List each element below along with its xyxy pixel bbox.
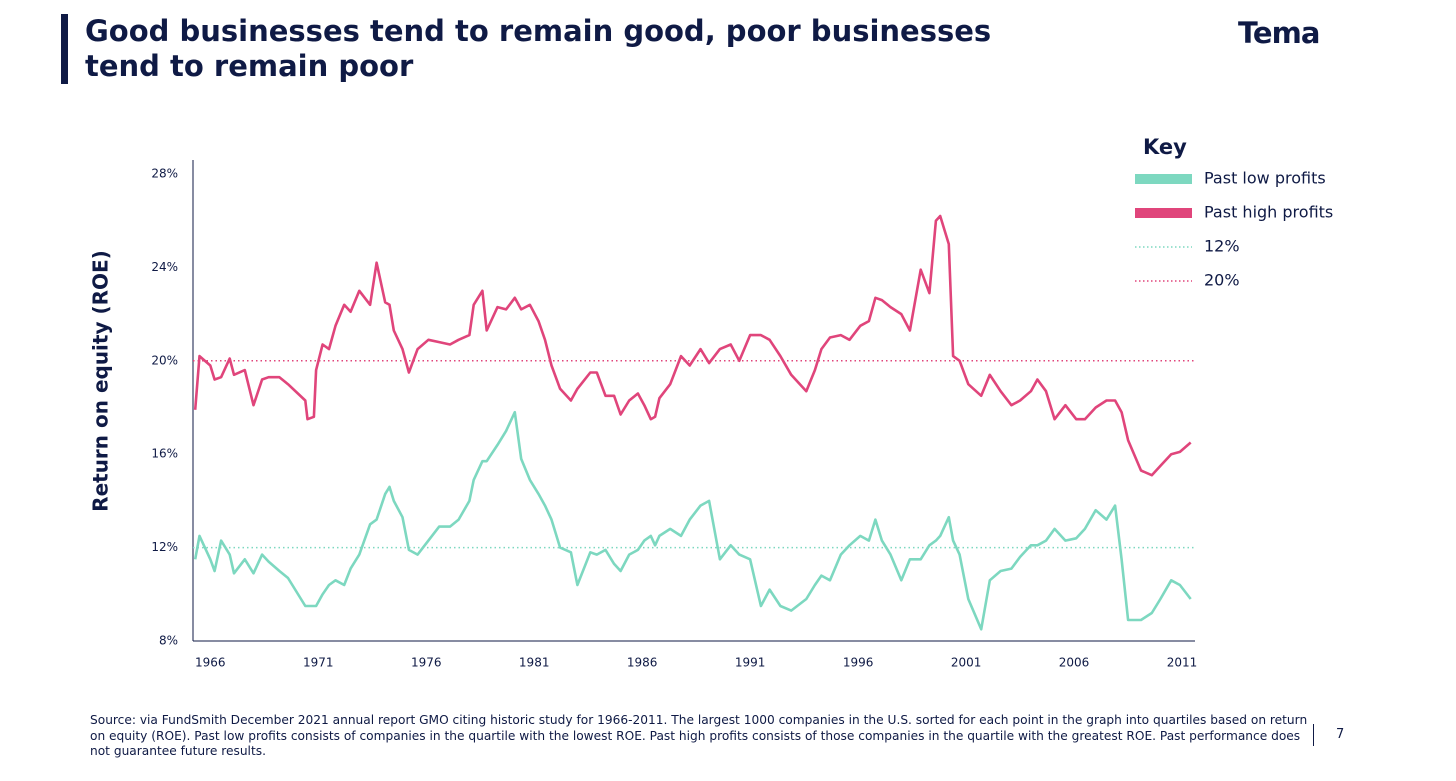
legend-label: Past low profits — [1204, 169, 1326, 188]
source-note: Source: via FundSmith December 2021 annu… — [90, 713, 1308, 758]
y-tick-label: 24% — [151, 260, 178, 274]
slide-title: Good businesses tend to remain good, poo… — [85, 14, 992, 83]
y-axis-label: Return on equity (ROE) — [89, 250, 113, 512]
chart: Return on equity (ROE) Key 8% 12% 16% 20% 24… — [89, 135, 1334, 670]
x-tick-label: 1971 — [303, 656, 334, 670]
title-accent — [61, 14, 68, 84]
x-tick-label: 1976 — [411, 656, 442, 670]
y-tick-label: 16% — [151, 447, 178, 461]
x-tick-label: 2006 — [1059, 656, 1090, 670]
legend-label: Past high profits — [1204, 203, 1333, 222]
x-tick-label: 1996 — [843, 656, 874, 670]
x-tick-label: 1981 — [519, 656, 550, 670]
legend-swatch — [1135, 174, 1192, 184]
line-series — [193, 214, 1192, 477]
separator — [1313, 724, 1314, 746]
x-tick-label: 2011 — [1167, 656, 1198, 670]
x-tick-label: 1991 — [735, 656, 766, 670]
legend-label: 20% — [1204, 271, 1240, 290]
legend-swatch — [1135, 208, 1192, 218]
y-tick-label: 20% — [151, 353, 178, 367]
legend-label: 12% — [1204, 237, 1240, 256]
y-tick-label: 12% — [151, 540, 178, 554]
line-series — [193, 410, 1192, 631]
page-number: 7 — [1336, 727, 1345, 742]
y-tick-label: 28% — [151, 167, 178, 181]
logo: Tema — [1238, 16, 1320, 50]
y-tick-label: 8% — [159, 634, 178, 648]
x-tick-label: 1986 — [627, 656, 658, 670]
legend-title: Key — [1143, 135, 1187, 159]
x-tick-label: 1966 — [195, 656, 226, 670]
x-tick-label: 2001 — [951, 656, 982, 670]
